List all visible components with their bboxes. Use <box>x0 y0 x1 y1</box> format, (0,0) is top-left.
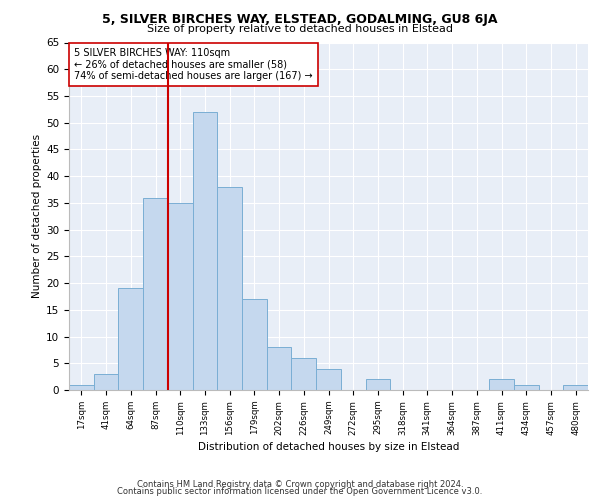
Bar <box>292 358 316 390</box>
Bar <box>168 203 193 390</box>
Bar <box>267 347 292 390</box>
X-axis label: Distribution of detached houses by size in Elstead: Distribution of detached houses by size … <box>198 442 459 452</box>
Bar <box>118 288 143 390</box>
Bar <box>94 374 118 390</box>
Text: Size of property relative to detached houses in Elstead: Size of property relative to detached ho… <box>147 24 453 34</box>
Bar <box>69 384 94 390</box>
Y-axis label: Number of detached properties: Number of detached properties <box>32 134 42 298</box>
Bar <box>193 112 217 390</box>
Bar <box>143 198 168 390</box>
Bar <box>217 187 242 390</box>
Text: 5, SILVER BIRCHES WAY, ELSTEAD, GODALMING, GU8 6JA: 5, SILVER BIRCHES WAY, ELSTEAD, GODALMIN… <box>102 12 498 26</box>
Bar <box>563 384 588 390</box>
Bar <box>365 380 390 390</box>
Bar <box>489 380 514 390</box>
Text: 5 SILVER BIRCHES WAY: 110sqm
← 26% of detached houses are smaller (58)
74% of se: 5 SILVER BIRCHES WAY: 110sqm ← 26% of de… <box>74 48 313 81</box>
Bar <box>514 384 539 390</box>
Text: Contains HM Land Registry data © Crown copyright and database right 2024.: Contains HM Land Registry data © Crown c… <box>137 480 463 489</box>
Text: Contains public sector information licensed under the Open Government Licence v3: Contains public sector information licen… <box>118 487 482 496</box>
Bar <box>242 299 267 390</box>
Bar <box>316 368 341 390</box>
